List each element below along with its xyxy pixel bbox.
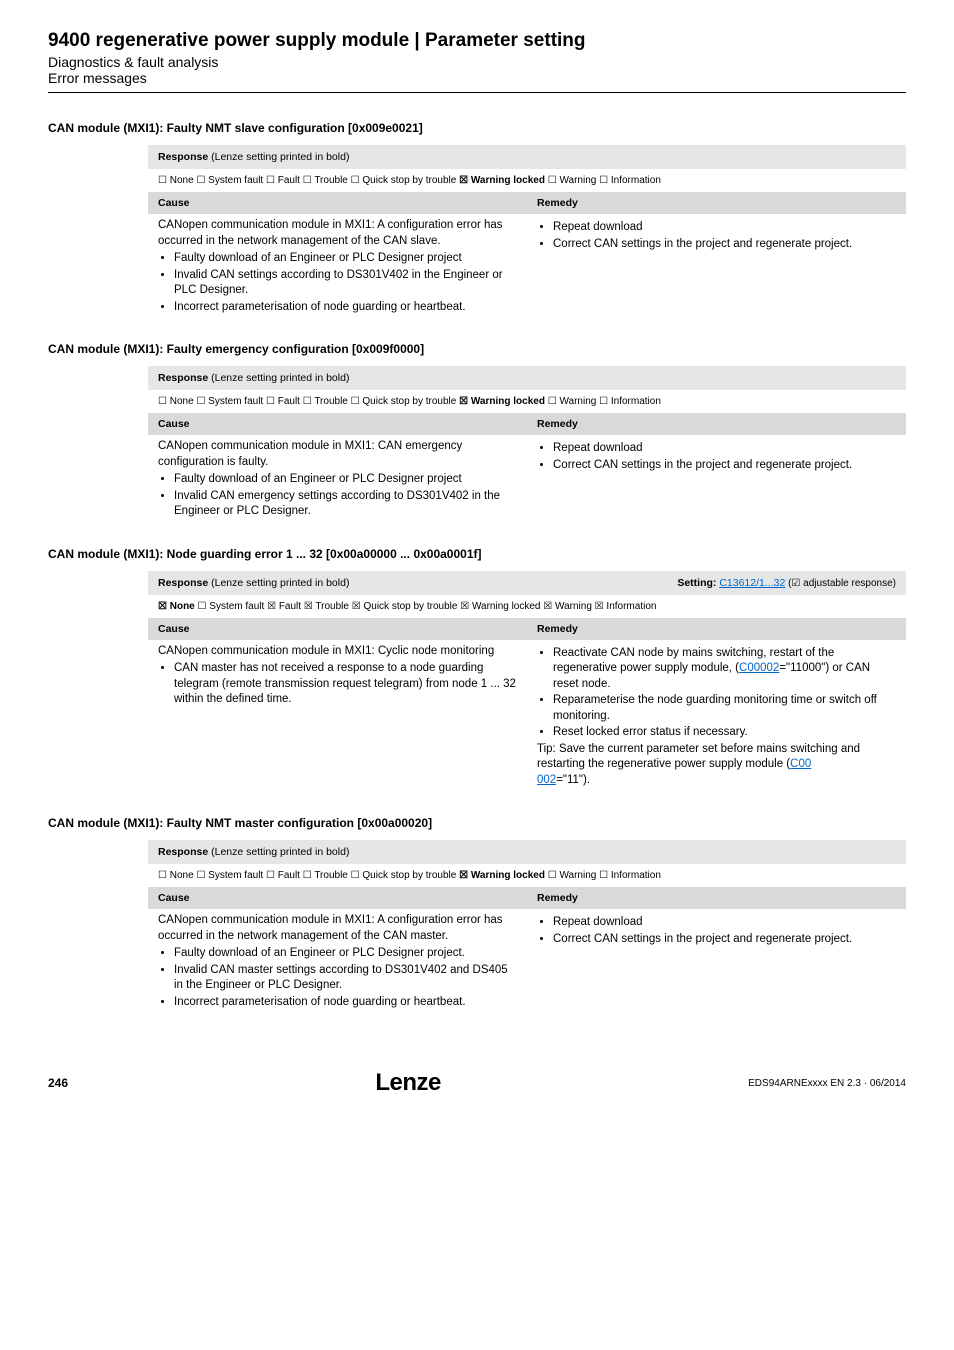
remedy-body: Reactivate CAN node by mains switching, … <box>527 640 906 799</box>
cause-bullet: Faulty download of an Engineer or PLC De… <box>174 472 517 488</box>
response-bar: Response (Lenze setting printed in bold) <box>148 840 906 864</box>
response-checks: ☐ None ☐ System fault ☐ Fault ☐ Trouble … <box>148 864 906 887</box>
page-number: 246 <box>48 1076 68 1090</box>
setting-info: Setting: C13612/1...32 (☑ adjustable res… <box>677 577 896 589</box>
response-title: Response (Lenze setting printed in bold) <box>158 846 349 858</box>
remedy-header: Remedy <box>527 618 906 640</box>
remedy-bullet: Reset locked error status if necessary. <box>553 725 896 741</box>
error-section: CAN module (MXI1): Faulty NMT master con… <box>48 816 906 1019</box>
section-block: Response (Lenze setting printed in bold)… <box>148 145 906 324</box>
setting-link[interactable]: C13612/1...32 <box>719 577 785 589</box>
remedy-tip: Tip: Save the current parameter set befo… <box>537 742 896 789</box>
remedy-bullet: Reactivate CAN node by mains switching, … <box>553 646 896 693</box>
cause-body: CANopen communication module in MXI1: A … <box>148 909 527 1019</box>
error-section: CAN module (MXI1): Faulty emergency conf… <box>48 342 906 529</box>
response-title: Response (Lenze setting printed in bold) <box>158 577 349 589</box>
doc-subtitle-2: Error messages <box>48 70 906 86</box>
header-rule <box>48 92 906 93</box>
doc-header: 9400 regenerative power supply module | … <box>48 30 906 93</box>
cause-bullet: CAN master has not received a response t… <box>174 661 517 708</box>
cause-remedy-header-row: CauseRemedy <box>148 618 906 640</box>
cause-remedy-body-row: CANopen communication module in MXI1: A … <box>148 909 906 1019</box>
cause-remedy-body-row: CANopen communication module in MXI1: CA… <box>148 435 906 529</box>
remedy-header: Remedy <box>527 413 906 435</box>
remedy-bullet: Correct CAN settings in the project and … <box>553 458 896 474</box>
doc-number: EDS94ARNExxxx EN 2.3 · 06/2014 <box>748 1078 906 1089</box>
remedy-body: Repeat downloadCorrect CAN settings in t… <box>527 214 906 324</box>
brand-logo: Lenze <box>375 1069 441 1097</box>
cause-bullet: Incorrect parameterisation of node guard… <box>174 300 517 316</box>
section-heading: CAN module (MXI1): Faulty NMT master con… <box>48 816 906 830</box>
remedy-body: Repeat downloadCorrect CAN settings in t… <box>527 435 906 529</box>
cause-bullet: Invalid CAN emergency settings according… <box>174 489 517 520</box>
remedy-header: Remedy <box>527 192 906 214</box>
remedy-bullet: Correct CAN settings in the project and … <box>553 932 896 948</box>
cause-remedy-body-row: CANopen communication module in MXI1: A … <box>148 214 906 324</box>
section-heading: CAN module (MXI1): Node guarding error 1… <box>48 547 906 561</box>
cause-header: Cause <box>148 618 527 640</box>
cause-remedy-header-row: CauseRemedy <box>148 887 906 909</box>
page-footer: 246 Lenze EDS94ARNExxxx EN 2.3 · 06/2014 <box>48 1059 906 1097</box>
response-title: Response (Lenze setting printed in bold) <box>158 372 349 384</box>
response-checks: ☐ None ☐ System fault ☐ Fault ☐ Trouble … <box>148 390 906 413</box>
remedy-body: Repeat downloadCorrect CAN settings in t… <box>527 909 906 1019</box>
response-bar: Response (Lenze setting printed in bold)… <box>148 571 906 595</box>
doc-subtitle-1: Diagnostics & fault analysis <box>48 54 906 70</box>
remedy-bullet: Repeat download <box>553 441 896 457</box>
cause-header: Cause <box>148 192 527 214</box>
cause-bullet: Faulty download of an Engineer or PLC De… <box>174 946 517 962</box>
cause-header: Cause <box>148 887 527 909</box>
cause-body: CANopen communication module in MXI1: A … <box>148 214 527 324</box>
section-block: Response (Lenze setting printed in bold)… <box>148 840 906 1019</box>
response-title: Response (Lenze setting printed in bold) <box>158 151 349 163</box>
section-block: Response (Lenze setting printed in bold)… <box>148 571 906 799</box>
remedy-bullet: Repeat download <box>553 220 896 236</box>
cause-body: CANopen communication module in MXI1: Cy… <box>148 640 527 799</box>
response-bar: Response (Lenze setting printed in bold) <box>148 366 906 390</box>
response-checks: ☐ None ☐ System fault ☐ Fault ☐ Trouble … <box>148 169 906 192</box>
section-heading: CAN module (MXI1): Faulty emergency conf… <box>48 342 906 356</box>
error-section: CAN module (MXI1): Faulty NMT slave conf… <box>48 121 906 324</box>
cause-bullet: Invalid CAN settings according to DS301V… <box>174 268 517 299</box>
remedy-bullet: Repeat download <box>553 915 896 931</box>
remedy-header: Remedy <box>527 887 906 909</box>
cause-remedy-header-row: CauseRemedy <box>148 192 906 214</box>
sections-container: CAN module (MXI1): Faulty NMT slave conf… <box>48 121 906 1019</box>
error-section: CAN module (MXI1): Node guarding error 1… <box>48 547 906 799</box>
cause-remedy-body-row: CANopen communication module in MXI1: Cy… <box>148 640 906 799</box>
response-checks: ☒ None ☐ System fault ☒ Fault ☒ Trouble … <box>148 595 906 618</box>
section-block: Response (Lenze setting printed in bold)… <box>148 366 906 529</box>
remedy-bullet: Correct CAN settings in the project and … <box>553 237 896 253</box>
cause-bullet: Faulty download of an Engineer or PLC De… <box>174 251 517 267</box>
cause-bullet: Incorrect parameterisation of node guard… <box>174 995 517 1011</box>
remedy-bullet: Reparameterise the node guarding monitor… <box>553 693 896 724</box>
response-bar: Response (Lenze setting printed in bold) <box>148 145 906 169</box>
doc-title: 9400 regenerative power supply module | … <box>48 30 906 52</box>
cause-bullet: Invalid CAN master settings according to… <box>174 963 517 994</box>
cause-remedy-header-row: CauseRemedy <box>148 413 906 435</box>
section-heading: CAN module (MXI1): Faulty NMT slave conf… <box>48 121 906 135</box>
cause-body: CANopen communication module in MXI1: CA… <box>148 435 527 529</box>
cause-header: Cause <box>148 413 527 435</box>
